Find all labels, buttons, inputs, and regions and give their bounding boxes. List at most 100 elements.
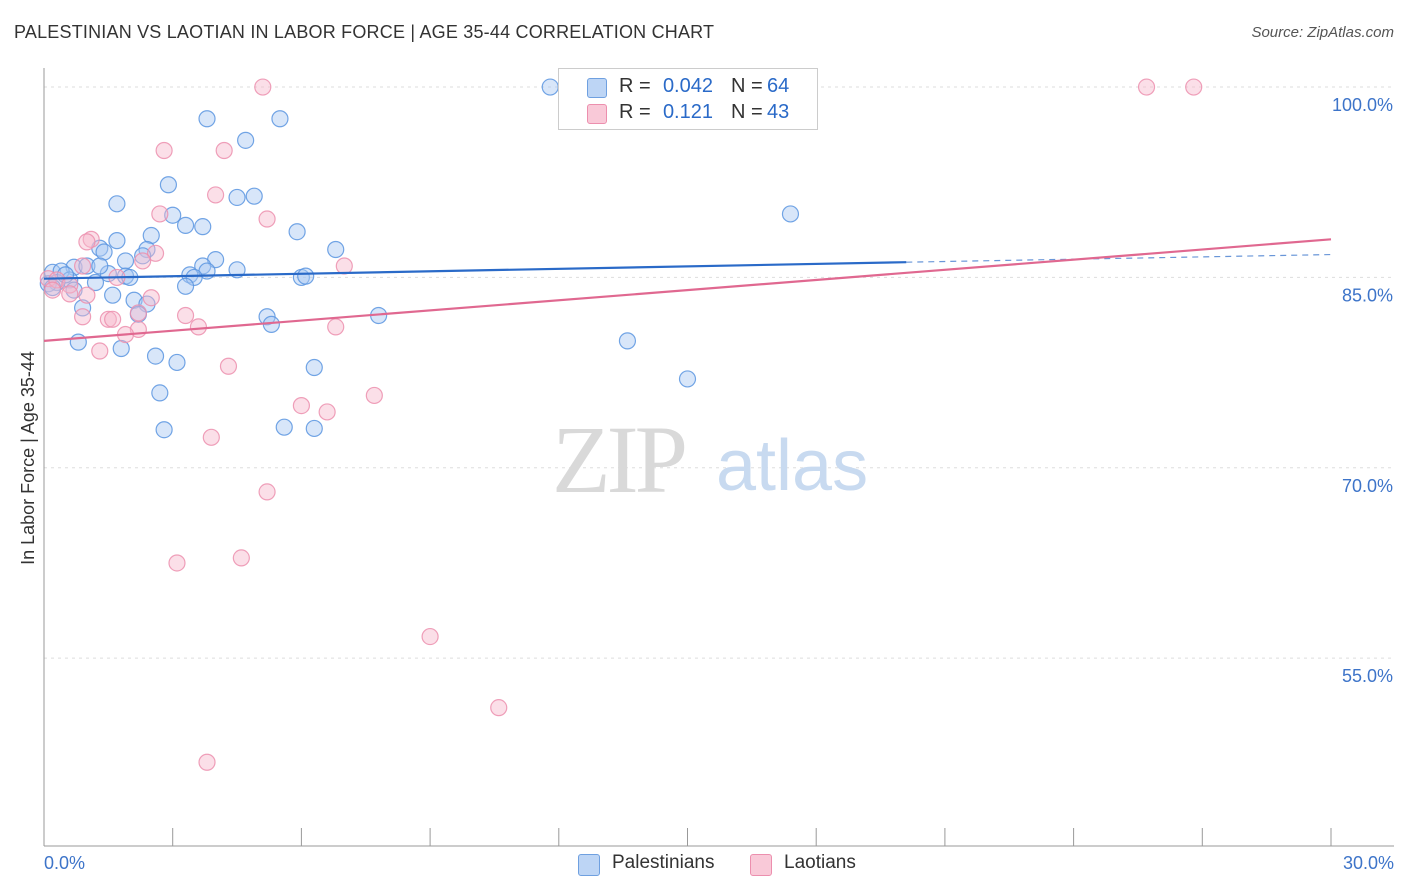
point-palestinians — [142, 226, 160, 245]
point-palestinians — [288, 223, 306, 241]
point-palestinians — [108, 195, 126, 213]
grid-lines — [44, 86, 1394, 659]
point-palestinians — [78, 257, 96, 275]
point-palestinians — [781, 205, 800, 223]
trend-line-palestinians — [43, 261, 907, 280]
legend-swatch-laotians — [587, 104, 607, 124]
point-laotians — [61, 276, 79, 294]
point-laotians — [155, 141, 173, 160]
point-laotians — [318, 403, 336, 421]
point-laotians — [232, 549, 250, 567]
point-palestinians — [275, 418, 293, 436]
point-palestinians — [91, 257, 109, 275]
trend-line-extension-palestinians — [906, 253, 1332, 263]
legend-swatch-palestinians — [587, 78, 607, 98]
tick-labels: 100.0% 85.0% 70.0% 55.0% 0.0% 30.0% — [44, 95, 1394, 873]
watermark-zip: ZIP — [552, 406, 685, 513]
point-laotians — [189, 318, 208, 336]
bottom-legend-label-palestinians: Palestinians — [612, 852, 715, 873]
trend-line-laotians — [43, 238, 1332, 342]
point-palestinians — [164, 206, 182, 224]
legend-r-label: R = — [619, 101, 651, 123]
y-axis-label: In Labor Force | Age 35-44 — [18, 351, 38, 565]
legend-r-value: 0.042 — [662, 75, 713, 97]
point-palestinians — [125, 291, 143, 309]
point-laotians — [43, 281, 62, 299]
x-tick-label: 30.0% — [1343, 853, 1394, 873]
point-palestinians — [74, 299, 92, 317]
point-palestinians — [237, 131, 255, 149]
watermark: ZIP atlas — [552, 406, 868, 513]
legend-r-label: R = — [619, 75, 651, 97]
legend-n-value: 43 — [767, 101, 790, 123]
y-tick-label: 100.0% — [1332, 95, 1393, 115]
y-tick-label: 55.0% — [1342, 666, 1393, 686]
point-laotians — [219, 357, 238, 375]
point-laotians — [134, 252, 152, 270]
point-palestinians — [176, 277, 195, 295]
watermark-atlas: atlas — [716, 426, 868, 506]
point-palestinians — [95, 243, 113, 261]
bottom-legend-label-laotians: Laotians — [784, 852, 856, 873]
point-laotians — [61, 285, 79, 303]
point-laotians — [146, 244, 165, 262]
point-palestinians — [151, 384, 169, 402]
axes — [43, 68, 1394, 847]
point-palestinians — [176, 216, 195, 234]
point-palestinians — [271, 110, 289, 128]
point-palestinians — [112, 339, 130, 358]
point-palestinians — [678, 370, 697, 388]
bottom-legend-swatch-palestinians — [578, 854, 600, 876]
point-palestinians — [155, 421, 173, 439]
correlation-legend: R = 0.042 N = 64 R = 0.121 N = 43 — [558, 68, 818, 130]
point-laotians — [142, 289, 160, 307]
point-palestinians — [305, 358, 323, 377]
point-palestinians — [305, 419, 323, 438]
trend-lines — [43, 238, 1332, 342]
point-palestinians — [69, 333, 87, 351]
point-palestinians — [198, 110, 216, 128]
point-laotians — [258, 210, 276, 228]
point-laotians — [490, 699, 508, 717]
point-laotians — [78, 286, 96, 304]
point-laotians — [327, 318, 345, 336]
point-laotians — [1137, 78, 1156, 96]
point-laotians — [292, 396, 310, 415]
point-palestinians — [134, 247, 152, 265]
point-palestinians — [108, 232, 126, 250]
point-palestinians — [297, 267, 315, 285]
point-laotians — [258, 483, 276, 501]
point-laotians — [207, 186, 225, 204]
point-laotians — [129, 304, 147, 322]
point-laotians — [74, 257, 92, 275]
point-laotians — [99, 310, 117, 328]
bottom-legend-swatch-laotians — [750, 854, 772, 876]
point-palestinians — [146, 347, 165, 365]
point-laotians — [168, 554, 186, 572]
point-laotians — [78, 233, 96, 251]
point-laotians — [151, 205, 169, 223]
legend-n-label: N = — [731, 75, 763, 97]
legend-n-label: N = — [731, 101, 763, 123]
legend-row-palestinians: R = 0.042 N = 64 — [559, 74, 817, 100]
point-laotians — [198, 753, 216, 771]
point-palestinians — [327, 240, 345, 259]
legend-n-value: 64 — [767, 75, 790, 97]
point-palestinians — [168, 353, 186, 372]
point-palestinians — [228, 261, 246, 279]
point-palestinians — [104, 286, 122, 304]
point-laotians — [215, 141, 233, 160]
y-tick-label: 70.0% — [1342, 476, 1393, 496]
point-laotians — [254, 78, 272, 96]
x-tick-label: 0.0% — [44, 853, 85, 873]
point-laotians — [202, 428, 220, 446]
point-laotians — [1185, 78, 1203, 96]
point-palestinians — [185, 268, 203, 287]
point-laotians — [91, 342, 109, 360]
point-laotians — [74, 308, 92, 326]
chart-source: Source: ZipAtlas.com — [1251, 24, 1394, 41]
point-palestinians — [618, 332, 637, 350]
point-laotians — [104, 310, 122, 328]
y-tick-label: 85.0% — [1342, 285, 1393, 305]
